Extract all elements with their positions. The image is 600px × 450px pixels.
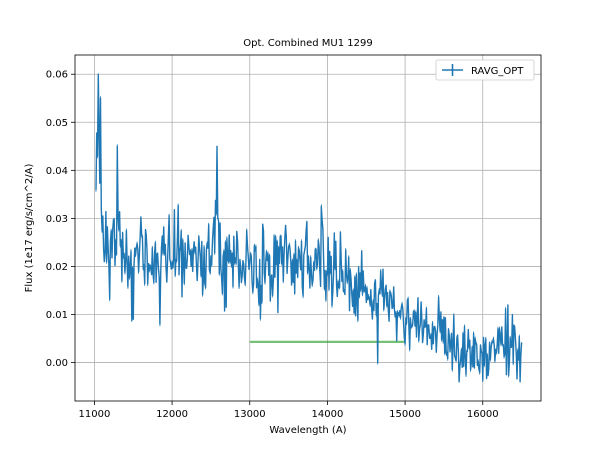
- y-tick-label: 0.02: [46, 262, 68, 273]
- legend-box: [435, 59, 535, 81]
- x-tick-label: 13000: [234, 409, 266, 420]
- y-axis-label: Flux (1e17 erg/s/cm^2/A): [24, 164, 35, 293]
- x-tick-label: 16000: [467, 409, 499, 420]
- series-ravg-opt: [95, 73, 523, 383]
- plot-data: [95, 73, 523, 383]
- x-tick-label: 14000: [312, 409, 344, 420]
- chart-title: Opt. Combined MU1 1299: [243, 38, 372, 49]
- x-axis-ticks: 11000 12000 13000 14000 15000 16000: [79, 401, 499, 420]
- x-tick-label: 11000: [79, 409, 111, 420]
- y-tick-label: 0.05: [46, 118, 68, 129]
- legend-label-ravg-opt: RAVG_OPT: [471, 66, 524, 77]
- x-tick-label: 15000: [389, 409, 421, 420]
- y-axis-ticks: 0.00 0.01 0.02 0.03 0.04 0.05 0.06: [46, 70, 75, 369]
- y-tick-label: 0.00: [46, 358, 68, 369]
- x-tick-label: 12000: [156, 409, 188, 420]
- x-axis-label: Wavelength (A): [269, 425, 346, 436]
- y-tick-label: 0.04: [46, 166, 68, 177]
- grid: [75, 55, 541, 401]
- plot-frame: [74, 54, 542, 402]
- y-tick-label: 0.03: [46, 214, 68, 225]
- y-tick-label: 0.01: [46, 310, 68, 321]
- y-tick-label: 0.06: [46, 70, 68, 81]
- legend: RAVG_OPT: [435, 59, 535, 81]
